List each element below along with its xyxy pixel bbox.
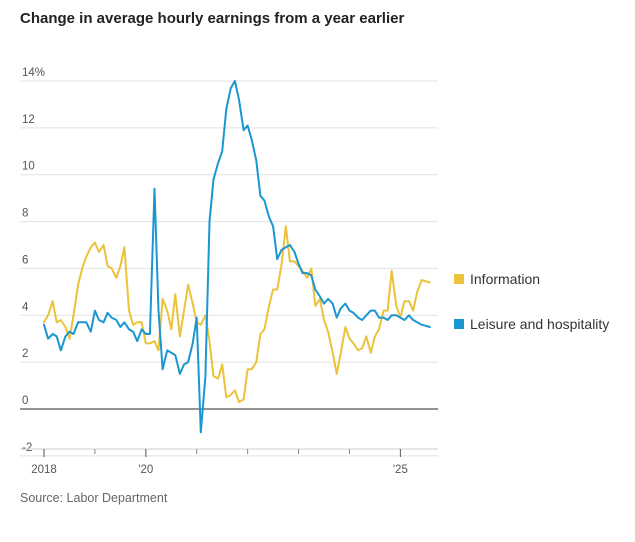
legend-swatch xyxy=(454,274,464,284)
y-tick-label: 12 xyxy=(22,114,35,126)
y-tick-label: 14% xyxy=(22,67,45,79)
grid-lines xyxy=(20,80,438,457)
y-tick-label: 4 xyxy=(22,301,29,313)
x-tick-label: 2018 xyxy=(31,464,57,476)
y-tick-label: 2 xyxy=(22,348,28,360)
y-tick-label: 6 xyxy=(22,254,28,266)
series-line-leisure-and-hospitality xyxy=(43,80,431,434)
legend-swatch xyxy=(454,319,464,329)
y-tick-label: 8 xyxy=(22,208,28,220)
y-axis-labels: 14% 12 10 8 6 4 2 0 -2 xyxy=(22,67,45,454)
y-tick-label: 0 xyxy=(22,395,28,407)
x-tick-label: '20 xyxy=(138,464,153,476)
legend: Information Leisure and hospitality xyxy=(454,271,609,332)
source-note: Source: Labor Department xyxy=(20,491,168,505)
x-axis: 2018 '20 '25 xyxy=(20,448,438,476)
chart-title: Change in average hourly earnings from a… xyxy=(20,10,405,27)
y-tick-label: 10 xyxy=(22,161,35,173)
legend-label: Leisure and hospitality xyxy=(470,316,609,332)
legend-label: Information xyxy=(470,271,540,287)
x-tick-label: '25 xyxy=(393,464,408,476)
series-lines xyxy=(43,80,431,434)
series-line-information xyxy=(43,225,431,403)
y-tick-label: -2 xyxy=(22,442,32,454)
